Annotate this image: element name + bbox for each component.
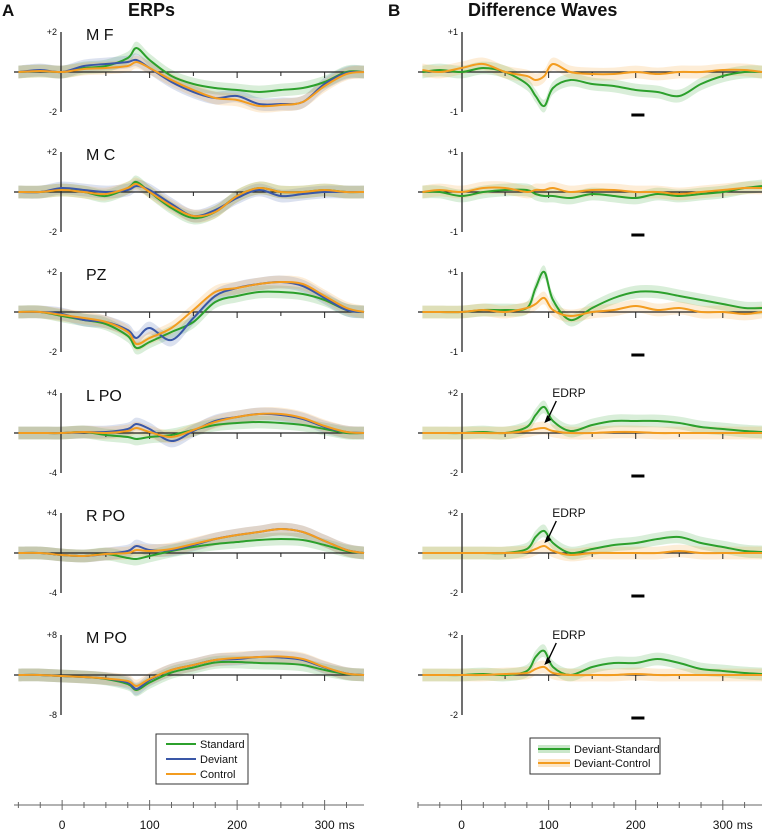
series-line-a-row3-control: [18, 280, 365, 346]
y-tick-top-b-row3: +1: [448, 267, 458, 277]
series-line-b-row5-deviant-control: [422, 544, 762, 557]
y-tick-bottom-b-row2: -1: [450, 227, 458, 237]
panel-a-letter: A: [2, 1, 14, 20]
band-a-row6-standard: [18, 655, 365, 697]
panel-b-title: Difference Waves: [468, 0, 617, 20]
time-axis-label-b-0: 0: [458, 818, 465, 832]
band-a-row4-deviant: [18, 407, 365, 448]
series-line-a-row4-control: [18, 412, 365, 439]
band-a-row6-deviant: [18, 650, 365, 696]
edrp-arrow-line-b-row6: [546, 642, 557, 663]
time-axis-label-a-300: 300: [315, 818, 335, 832]
channel-label-a-row5: R PO: [86, 508, 125, 525]
edrp-arrow-head-b-row6: [544, 657, 552, 665]
legend-label-dev-ctl: Deviant-Control: [574, 758, 650, 770]
band-a-row6-control: [18, 650, 365, 693]
channel-label-a-row6: M PO: [86, 630, 127, 647]
series-line-a-row5-control: [18, 528, 365, 558]
series-line-b-row6-deviant-control: [422, 665, 762, 677]
edrp-label-b-row4: EDRP: [552, 386, 585, 400]
time-axis-unit-b: ms: [737, 818, 753, 832]
y-tick-top-a-row1: +2: [47, 27, 57, 37]
edrp-arrow-line-b-row5: [546, 520, 557, 541]
time-axes: 0 100 200 300 ms 0 100 200 300 ms: [14, 800, 762, 832]
y-tick-bottom-a-row4: -4: [49, 468, 57, 478]
y-tick-top-b-row4: +2: [448, 388, 458, 398]
series-line-b-row2-deviant-standard: [422, 185, 763, 200]
panel-a-title: ERPs: [128, 0, 175, 20]
series-line-a-row3-deviant: [18, 280, 365, 342]
time-axis-label-b-100: 100: [539, 818, 559, 832]
time-axis-label-a-100: 100: [140, 818, 160, 832]
y-tick-top-b-row2: +1: [448, 147, 458, 157]
series-line-a-row6-control: [18, 655, 365, 687]
time-axis-label-b-300: 300: [713, 818, 733, 832]
y-tick-top-b-row1: +1: [448, 27, 458, 37]
band-b-row5-deviant-standard: [422, 524, 762, 560]
series-line-b-row1-deviant-control: [422, 62, 763, 81]
legend-label-deviant: Deviant: [200, 754, 237, 766]
y-tick-bottom-b-row6: -2: [450, 710, 458, 720]
band-a-row2-standard: [18, 175, 365, 225]
series-line-b-row4-deviant-control: [422, 426, 762, 435]
band-b-row5-deviant-control: [422, 539, 762, 562]
y-tick-bottom-b-row1: -1: [450, 107, 458, 117]
legend-label-dev-std: Deviant-Standard: [574, 744, 660, 756]
y-tick-top-b-row6: +2: [448, 630, 458, 640]
y-tick-bottom-b-row4: -2: [450, 468, 458, 478]
y-tick-top-a-row6: +8: [47, 630, 57, 640]
y-tick-top-a-row5: +4: [47, 508, 57, 518]
legend-a: Standard Deviant Control: [155, 733, 249, 785]
edrp-arrow-head-b-row4: [544, 415, 552, 423]
legend-b: Deviant-Standard Deviant-Control: [529, 737, 661, 775]
band-b-row6-deviant-control: [422, 660, 762, 682]
plots-group: +2 -2 M F +2 -2 M C +2 -2 PZ +4 -4 L PO +4 -4 R PO +8 -8…: [14, 27, 763, 720]
time-axis-label-a-200: 200: [227, 818, 247, 832]
band-a-row1-standard: [18, 41, 365, 99]
y-tick-top-a-row4: +4: [47, 388, 57, 398]
band-a-row2-control: [18, 177, 365, 223]
legend-label-standard: Standard: [200, 739, 245, 751]
y-tick-bottom-a-row3: -2: [49, 347, 57, 357]
y-tick-bottom-a-row2: -2: [49, 227, 57, 237]
time-axis-unit-a: ms: [339, 818, 355, 832]
channel-label-a-row4: L PO: [86, 388, 122, 405]
series-line-a-row2-control: [18, 182, 365, 218]
band-b-row4-deviant-control: [422, 421, 762, 440]
y-tick-bottom-b-row3: -1: [450, 347, 458, 357]
series-line-a-row1-control: [18, 60, 365, 108]
edrp-arrow-line-b-row4: [546, 400, 557, 421]
y-tick-bottom-a-row5: -4: [49, 588, 57, 598]
legend-b-box: [529, 737, 661, 775]
edrp-label-b-row6: EDRP: [552, 628, 585, 642]
y-tick-top-b-row5: +2: [448, 508, 458, 518]
y-tick-bottom-a-row1: -2: [49, 107, 57, 117]
channel-label-a-row2: M C: [86, 147, 115, 164]
band-b-row4-deviant-standard: [422, 400, 762, 440]
panel-b-letter: B: [388, 1, 400, 20]
time-axis-label-b-200: 200: [626, 818, 646, 832]
edrp-arrow-head-b-row5: [544, 535, 552, 543]
time-axis-label-a-0: 0: [59, 818, 66, 832]
y-tick-top-a-row2: +2: [47, 147, 57, 157]
band-a-row2-deviant: [18, 179, 365, 223]
series-line-b-row3-deviant-control: [422, 296, 763, 318]
y-tick-bottom-b-row5: -2: [450, 588, 458, 598]
band-b-row1-deviant-standard: [422, 61, 762, 113]
band-b-row6-deviant-standard: [422, 644, 762, 682]
edrp-label-b-row5: EDRP: [552, 506, 585, 520]
y-tick-bottom-a-row6: -8: [49, 710, 57, 720]
band-a-row5-standard: [18, 532, 365, 566]
y-tick-top-a-row3: +2: [47, 267, 57, 277]
legend-label-control: Control: [200, 769, 235, 781]
series-line-b-row1-deviant-standard: [422, 67, 763, 108]
series-line-b-row2-deviant-control: [422, 186, 763, 195]
channel-label-a-row3: PZ: [86, 267, 107, 284]
channel-label-a-row1: M F: [86, 27, 114, 44]
